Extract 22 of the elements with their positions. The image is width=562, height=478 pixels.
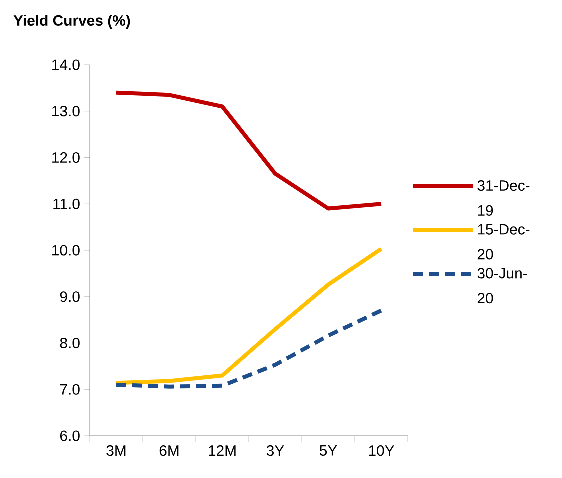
line-series bbox=[114, 247, 384, 386]
y-tick-label: 7.0 bbox=[60, 384, 80, 395]
y-tick-label: 10.0 bbox=[52, 245, 80, 256]
legend-label: 31-Dec-19 bbox=[478, 180, 530, 216]
x-tick-label: 3Y bbox=[266, 446, 284, 456]
line-series bbox=[114, 90, 384, 211]
x-tick-label: 10Y bbox=[369, 446, 394, 456]
y-tick-label: 8.0 bbox=[60, 338, 80, 349]
y-tick-label: 14.0 bbox=[52, 60, 80, 70]
legend-label: 30-Jun-20 bbox=[478, 268, 528, 304]
chart-title: Yield Curves (%) bbox=[14, 15, 130, 29]
x-tick-label: 12M bbox=[209, 446, 236, 456]
y-tick-label: 12.0 bbox=[52, 152, 80, 164]
y-tick-label: 6.0 bbox=[60, 430, 80, 442]
y-tick-label: 11.0 bbox=[54, 198, 80, 210]
line-series bbox=[114, 308, 384, 389]
x-tick-label: 3M bbox=[106, 446, 126, 456]
x-tick-label: 6M bbox=[160, 446, 179, 456]
y-tick-label: 9.0 bbox=[60, 292, 80, 302]
legend-label: 15-Dec-20 bbox=[478, 224, 530, 260]
y-tick-label: 13.0 bbox=[52, 106, 80, 117]
x-tick-label: 5Y bbox=[320, 446, 338, 456]
